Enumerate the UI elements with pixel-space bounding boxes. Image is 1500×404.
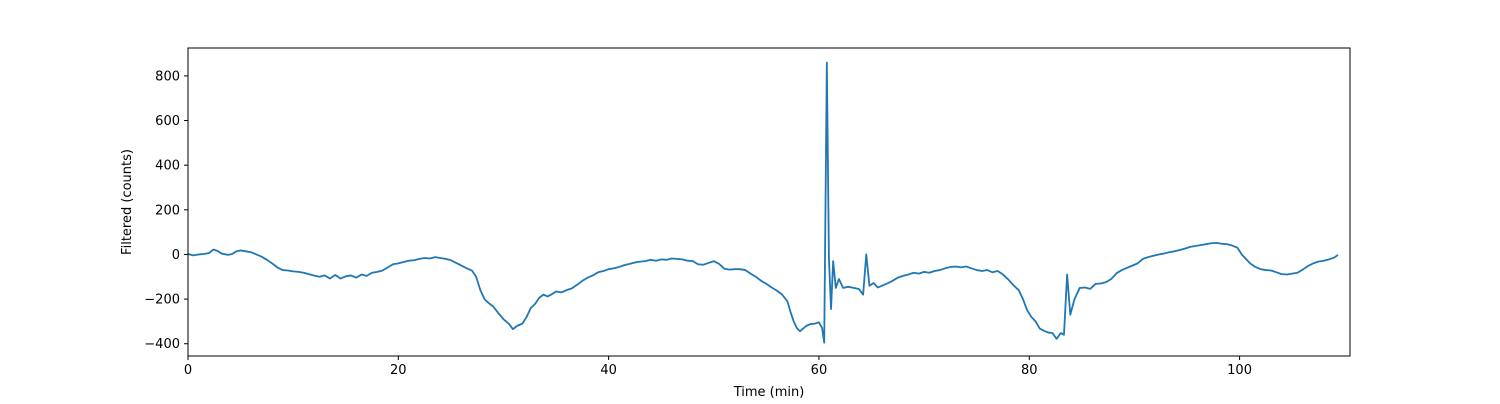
y-tick-label: 400 [155,159,180,174]
x-tick-label: 40 [600,363,617,378]
x-tick-label: 60 [811,363,828,378]
plot-area-frame [187,47,1351,357]
y-tick-label: −400 [144,337,180,352]
x-axis: 0 20 40 60 80 100 [184,356,1252,378]
y-tick-label: −200 [144,293,180,308]
y-tick-label: 800 [155,69,180,84]
y-tick-label: 200 [155,203,180,218]
y-axis-label: Filtered (counts) [120,149,135,255]
x-tick-label: 0 [184,363,192,378]
x-tick-label: 100 [1227,363,1252,378]
y-axis: −400 −200 0 200 400 600 800 [144,69,188,352]
x-tick-label: 80 [1021,363,1038,378]
y-tick-label: 600 [155,114,180,129]
series-line [187,61,1339,344]
x-tick-label: 20 [390,363,407,378]
y-tick-label: 0 [172,248,180,263]
x-axis-label: Time (min) [733,385,805,400]
